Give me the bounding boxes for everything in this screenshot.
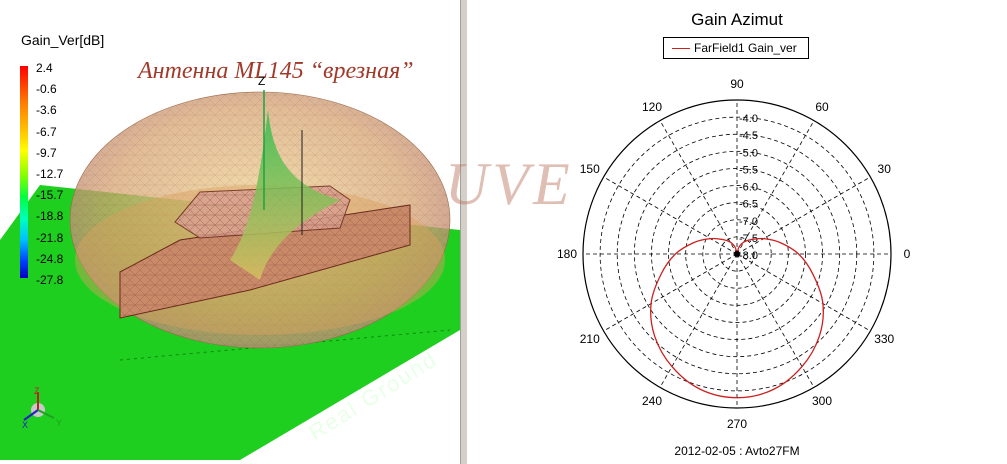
legend: FarField1 Gain_ver — [663, 37, 809, 59]
radial-label: -4.0 — [739, 113, 758, 125]
angle-label: 180 — [557, 247, 577, 261]
triad-x-label: X — [22, 420, 29, 430]
colorbar — [20, 66, 28, 278]
polar-plot: 0 30 60 90 120 150 180 210 240 270 300 330 -4.0 -4.5 -… — [557, 77, 911, 431]
legend-swatch — [672, 48, 690, 49]
chart-title: Gain Azimut — [691, 10, 783, 29]
angle-label: 0 — [904, 247, 911, 261]
polar-grid-spoke — [659, 120, 738, 255]
angle-label: 300 — [812, 394, 832, 408]
angle-label: 90 — [730, 77, 744, 91]
angle-label: 270 — [727, 417, 747, 431]
radial-label: -8.0 — [739, 250, 758, 262]
colorbar-tick: -3.6 — [36, 103, 57, 118]
angle-label: 30 — [878, 162, 892, 176]
polar-grid-spoke — [736, 253, 815, 388]
polar-grid-spoke — [736, 120, 815, 255]
radial-label: -4.5 — [739, 130, 758, 142]
colorbar-tick: -21.8 — [36, 230, 64, 245]
polar-chart-panel: Gain Azimut FarField1 Gain_ver 0 30 60 90 12… — [467, 0, 1007, 464]
polar-center-point — [734, 251, 740, 257]
angle-label: 120 — [642, 100, 662, 114]
colorbar-tick: -27.8 — [36, 273, 64, 287]
panel-divider[interactable] — [460, 0, 467, 464]
triad-z-label: Z — [34, 386, 40, 396]
colorbar-title: Gain_Ver[dB] — [21, 32, 105, 48]
angle-label: 330 — [874, 332, 894, 346]
radial-label: -5.0 — [739, 147, 758, 159]
radial-label: -6.5 — [739, 199, 758, 211]
radial-label: -7.0 — [739, 216, 758, 228]
colorbar-tick: -6.7 — [36, 124, 57, 139]
vertical-lobe-spike — [230, 110, 340, 280]
angle-label: 210 — [580, 332, 600, 346]
3d-view-panel[interactable]: Gain_Ver[dB] 2.4 -0.6 -3.6 -6.7 -9.7 -12.7 -15… — [0, 0, 460, 464]
triad-y-label: Y — [56, 418, 63, 428]
series-line-0 — [650, 237, 824, 399]
radial-label: -6.0 — [739, 182, 758, 194]
3d-scene — [0, 90, 460, 460]
radial-label: -5.5 — [739, 164, 758, 176]
colorbar-tick: -9.7 — [36, 145, 57, 160]
polar-grid-spoke — [736, 253, 871, 332]
legend-label: FarField1 Gain_ver — [694, 41, 797, 55]
axis-triad — [23, 392, 55, 421]
colorbar-tick: -15.7 — [36, 188, 64, 203]
colorbar-tick: -24.8 — [36, 251, 64, 266]
polar-grid-spoke — [659, 253, 738, 388]
polar-grid-spoke — [603, 176, 738, 255]
antenna-title: Антенна ML145 “врезная” — [138, 58, 414, 84]
colorbar-tick: -12.7 — [36, 167, 64, 181]
z-axis-label: Z — [258, 74, 266, 88]
polar-grid-ring — [633, 150, 841, 358]
polar-outer-circle — [582, 99, 892, 409]
polar-grid-spoke — [603, 253, 738, 332]
colorbar-tick: 2.4 — [36, 61, 53, 75]
colorbar-tick: -18.8 — [36, 209, 64, 224]
colorbar-tick: -0.6 — [36, 82, 57, 97]
polar-grid-ring — [702, 219, 772, 289]
angle-label: 240 — [642, 394, 662, 408]
chart-footer: 2012-02-05 : Avto27FM — [674, 444, 800, 458]
polar-grid-ring — [668, 185, 806, 323]
angle-label: 150 — [580, 162, 600, 176]
polar-grid-spoke — [736, 176, 871, 255]
angle-label: 60 — [815, 100, 829, 114]
